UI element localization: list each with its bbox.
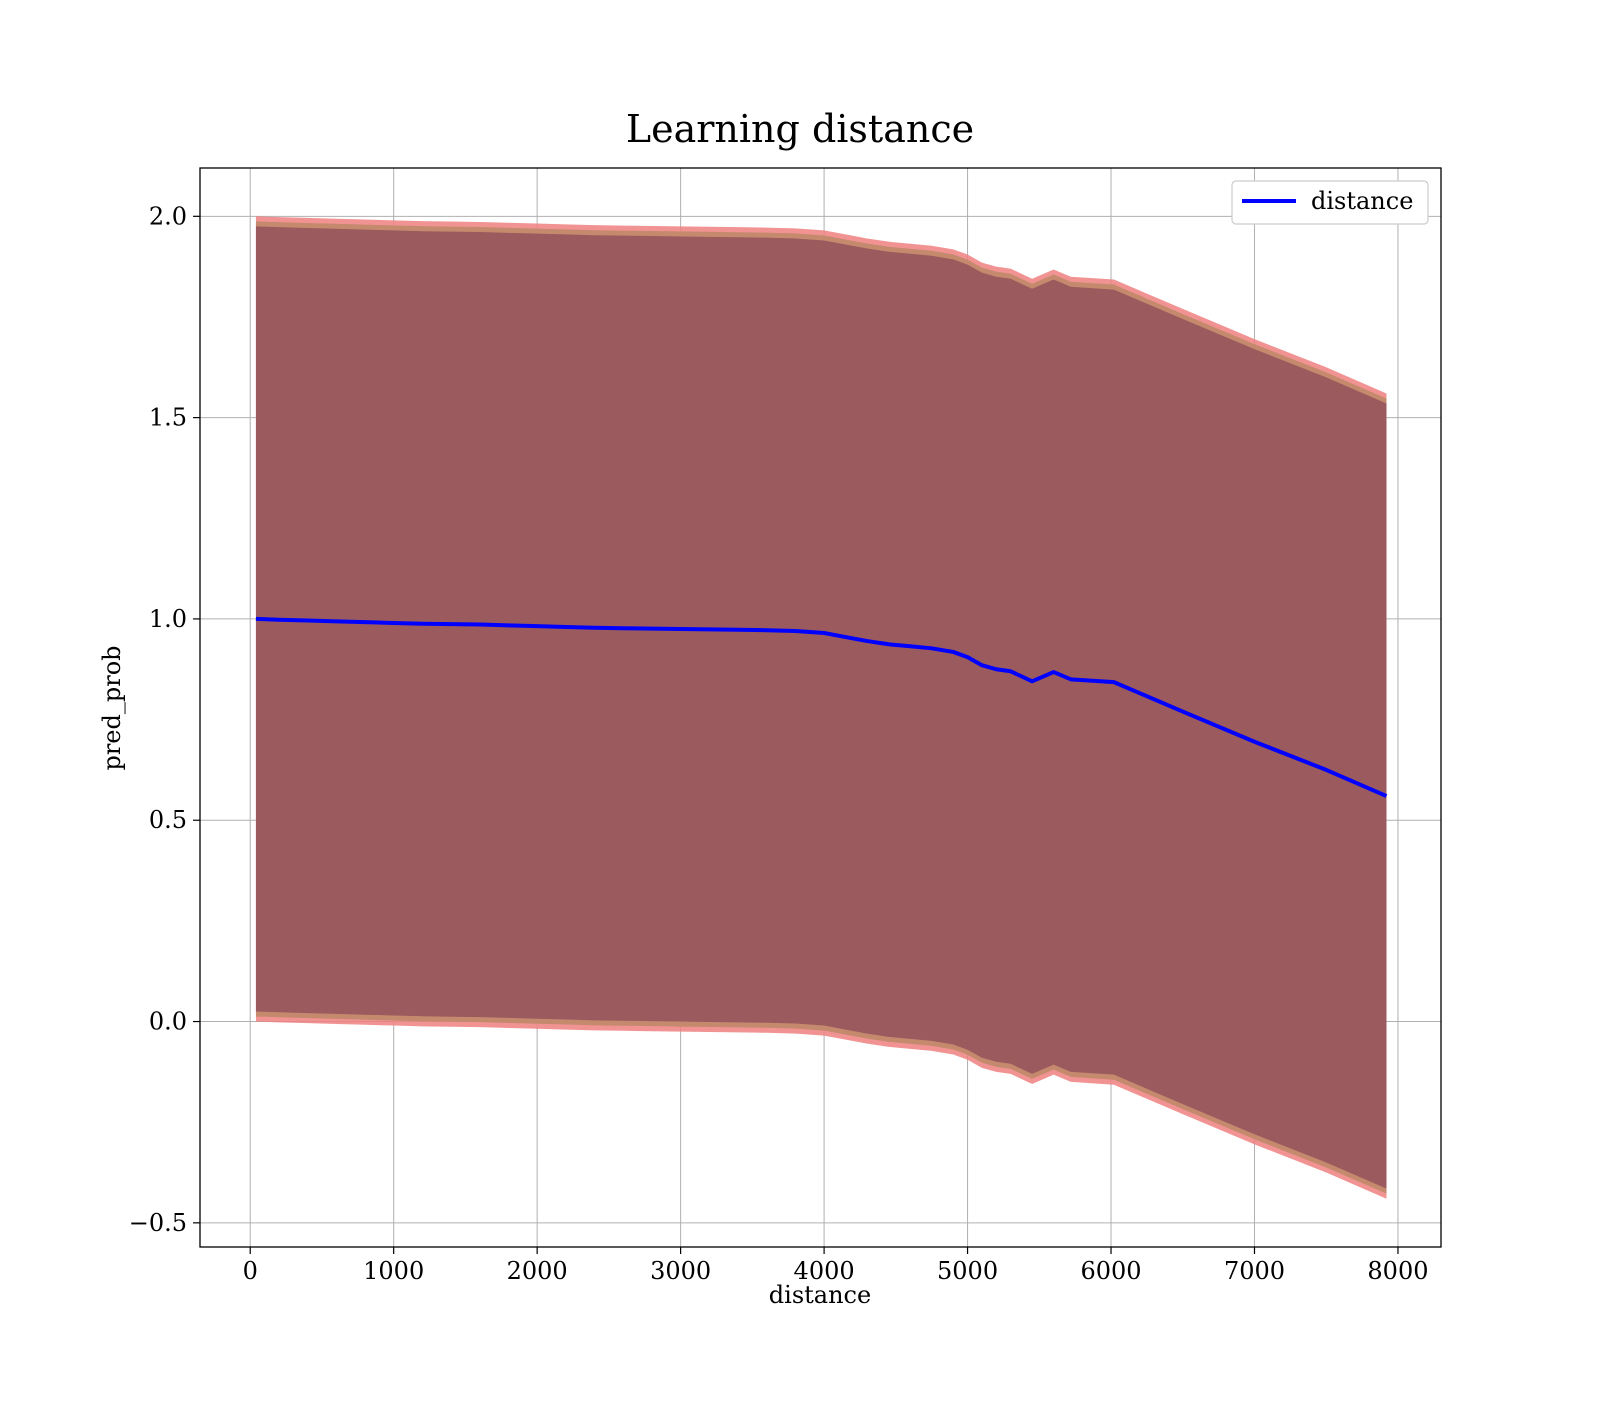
- x-tick-label: 8000: [1367, 1257, 1428, 1285]
- x-tick-label: 5000: [937, 1257, 998, 1285]
- legend-box: [1231, 180, 1429, 225]
- x-tick-label: 3000: [650, 1257, 711, 1285]
- x-axis-ticks: 0 1000 2000 3000 4000 5000 6000 7000 8000: [243, 1247, 1428, 1285]
- x-tick-label: 1000: [363, 1257, 424, 1285]
- y-tick-label: 1.5: [149, 404, 187, 432]
- legend-entry-label: distance: [1311, 187, 1413, 215]
- y-tick-label: −0.5: [129, 1209, 187, 1237]
- x-tick-label: 7000: [1224, 1257, 1285, 1285]
- band-inner-area: [255, 226, 1387, 1189]
- chart-title: Learning distance: [626, 107, 974, 151]
- x-axis-label: distance: [769, 1281, 871, 1309]
- legend: distance: [1231, 180, 1429, 225]
- series-layer: [255, 616, 1388, 798]
- y-tick-label: 2.0: [149, 202, 187, 230]
- y-tick-label: 1.0: [149, 605, 187, 633]
- series-line-distance: [255, 616, 1388, 798]
- y-axis-ticks: −0.5 0.0 0.5 1.0 1.5 2.0: [129, 202, 200, 1237]
- y-tick-label: 0.0: [149, 1008, 187, 1036]
- y-axis-label: pred_prob: [98, 645, 126, 770]
- x-tick-label: 0: [243, 1257, 258, 1285]
- y-tick-label: 0.5: [149, 806, 187, 834]
- x-tick-label: 2000: [507, 1257, 568, 1285]
- confidence-band: [255, 216, 1387, 1199]
- x-tick-label: 6000: [1080, 1257, 1141, 1285]
- plot-frame: [199, 167, 1442, 1248]
- x-tick-label: 4000: [794, 1257, 855, 1285]
